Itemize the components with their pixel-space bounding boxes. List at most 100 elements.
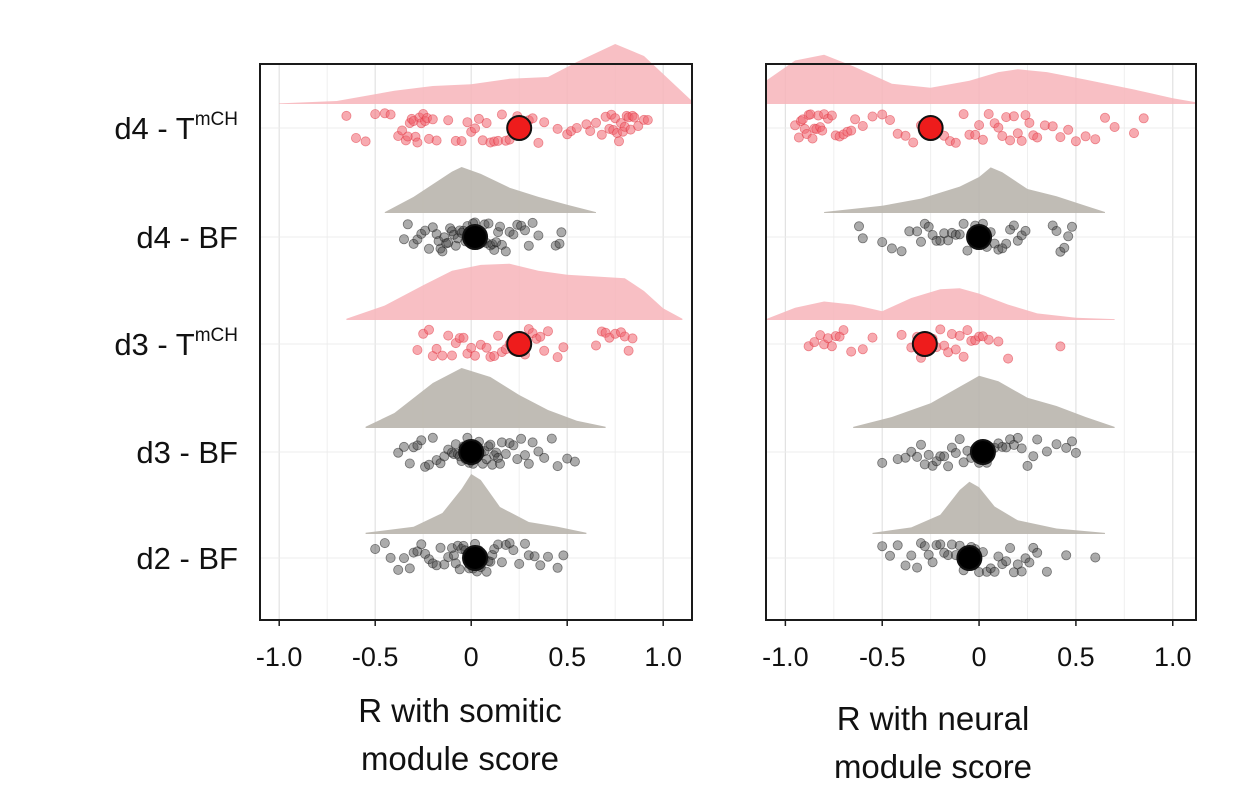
data-point [397,125,408,136]
data-point [585,126,596,137]
data-point [448,550,459,561]
data-point [496,557,507,568]
data-point [423,324,434,335]
data-point [846,346,857,357]
data-point [935,451,946,462]
data-point [398,441,409,452]
data-point [627,333,638,344]
data-point [954,229,965,240]
category-2 [766,288,1115,364]
data-point [850,114,861,125]
data-point [1080,131,1091,142]
data-point [904,226,915,237]
data-point [867,332,878,343]
data-point [1012,432,1023,443]
data-point [494,458,505,469]
data-point [446,350,457,361]
data-point [962,325,973,336]
category-label: d4 - BF [136,220,238,255]
data-point [1028,451,1039,462]
data-point [404,563,415,574]
data-point [491,237,502,248]
data-point [569,456,580,467]
data-point [398,234,409,245]
data-point [350,132,361,143]
data-point [1059,242,1070,253]
data-point [454,564,465,575]
data-point [437,246,448,257]
data-point [927,557,938,568]
x-axis: -1.0 -0.5 0 0.5 1.0 [256,620,682,672]
data-point [877,457,888,468]
data-point [412,440,423,451]
density-cloud [766,54,1196,104]
data-point [1024,117,1035,128]
data-point [900,130,911,141]
data-point [552,123,563,134]
x-axis-label-line-2: module score [361,740,559,777]
data-point [591,117,602,128]
data-point [623,345,634,356]
data-point [974,567,985,578]
x-axis-label-line-2: module score [834,748,1032,785]
data-point [1061,550,1072,561]
data-point [1090,552,1101,563]
data-point [427,114,438,125]
somitic-panel: -1.0 -0.5 0 0.5 1.0 R with somitic module scor… [256,44,693,777]
data-point [1041,566,1052,577]
data-point [393,564,404,575]
data-point [1129,128,1140,139]
data-point [450,240,461,251]
density-cloud [279,44,692,104]
data-point [919,459,930,470]
data-point [958,109,969,120]
x-tick-label: -0.5 [352,642,399,672]
data-point [412,344,423,355]
data-point [950,229,961,240]
data-point [1020,225,1031,236]
data-point [456,136,467,147]
density-cloud [365,474,587,534]
data-point [433,236,444,247]
data-point [535,560,546,571]
data-point [974,120,985,131]
data-point [896,329,907,340]
data-point [1005,135,1016,146]
data-point [817,125,828,136]
data-point [520,450,531,461]
data-point [443,115,454,126]
data-point [943,461,954,472]
data-point [892,454,903,465]
data-point [1032,434,1043,445]
neural-panel: -1.0 -0.5 0 0.5 1.0 R with neural module score [762,54,1197,785]
data-point [493,539,504,550]
data-point [552,562,563,573]
category-2 [346,263,683,363]
data-point [939,451,950,462]
data-point [533,446,544,457]
data-point [427,432,438,443]
data-point [954,330,965,341]
data-point [500,246,511,257]
data-point [1008,220,1019,231]
data-point [826,341,837,352]
data-point [950,137,961,148]
data-point [493,330,504,341]
mean-marker [506,331,533,357]
data-point [912,451,923,462]
data-point [539,452,550,463]
category-0 [766,54,1196,148]
data-point [997,441,1008,452]
data-point [516,433,527,444]
data-point [892,540,903,551]
density-cloud [384,167,596,213]
data-point [927,229,938,240]
data-point [435,542,446,553]
data-point [446,543,457,554]
data-point [981,566,992,577]
mean-marker [966,224,993,250]
data-point [1016,566,1027,577]
data-point [481,566,492,577]
points [398,217,567,257]
